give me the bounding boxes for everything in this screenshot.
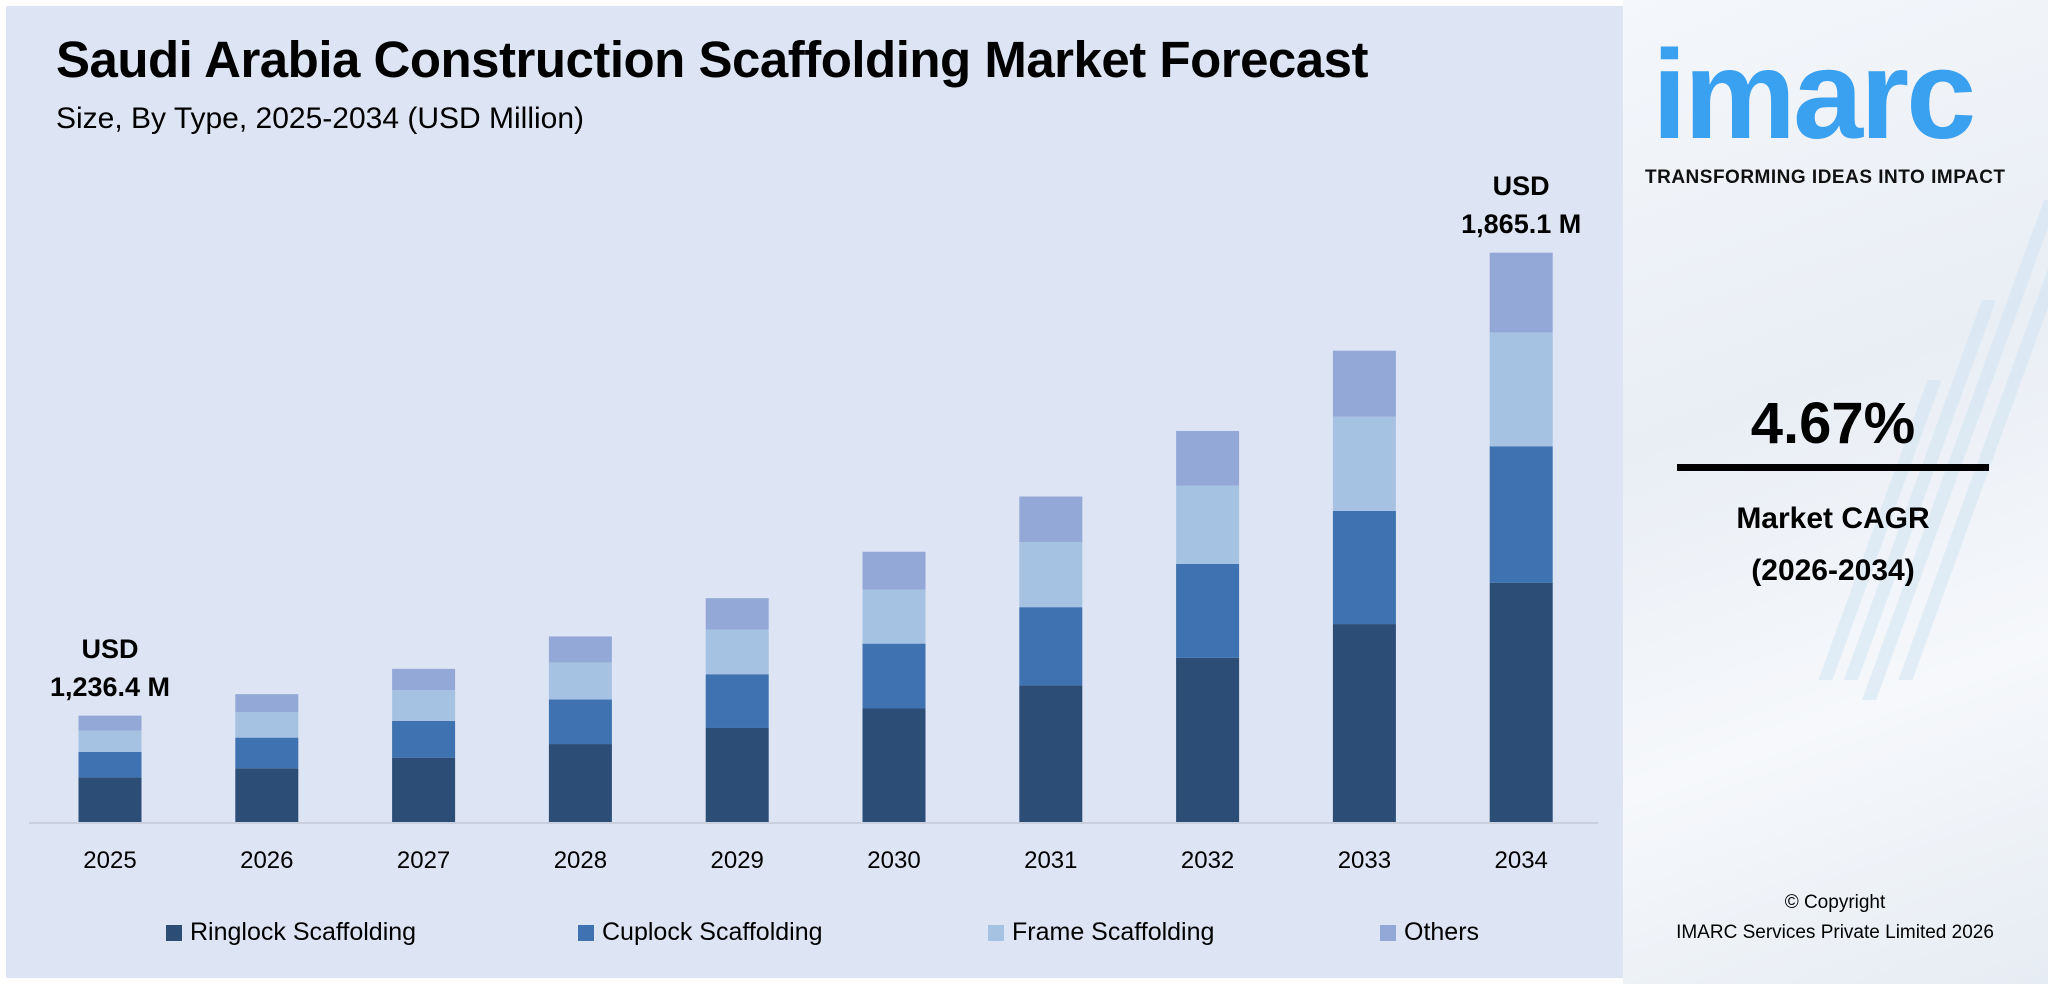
bar-others-2027 — [392, 668, 456, 691]
bar-others-2030 — [862, 551, 926, 590]
legend-swatch — [166, 924, 182, 941]
bar-cuplock-scaffolding-2027 — [392, 720, 456, 758]
stacked-bar-chart: 2025 2026 2027 2028 2029 2030 2031 2032 2033 2034 — [29, 252, 1598, 874]
legend-item-cuplock: Cuplock Scaffolding — [578, 918, 823, 947]
legend-label: Others — [1404, 918, 1480, 946]
x-tick-label: 2026 — [240, 847, 293, 874]
x-tick-label: 2025 — [83, 847, 136, 874]
bar-cuplock-scaffolding-2026 — [235, 737, 299, 769]
bar-frame-scaffolding-2028 — [548, 662, 612, 700]
bar-ringlock-scaffolding-2032 — [1176, 657, 1240, 822]
annotation-2034: USD 1,865.1 M — [1391, 167, 1651, 243]
bar-ringlock-scaffolding-2033 — [1332, 624, 1396, 822]
bar-frame-scaffolding-2025 — [78, 730, 142, 752]
divider — [1677, 464, 1989, 471]
bar-cuplock-scaffolding-2025 — [78, 751, 142, 778]
legend-swatch — [988, 924, 1004, 941]
annotation-line1: USD — [81, 633, 139, 664]
annotation-2025: USD 1,236.4 M — [0, 630, 240, 706]
bar-ringlock-scaffolding-2034 — [1489, 582, 1553, 822]
bar-frame-scaffolding-2029 — [705, 629, 769, 675]
bar-ringlock-scaffolding-2028 — [548, 744, 612, 822]
bar-others-2028 — [548, 636, 612, 663]
x-tick-label: 2034 — [1495, 847, 1548, 874]
copyright: © Copyright IMARC Services Private Limit… — [1640, 888, 2030, 948]
legend-swatch — [578, 924, 594, 941]
cagr-period: (2026-2034) — [1751, 554, 1915, 587]
bar-ringlock-scaffolding-2030 — [862, 708, 926, 822]
bar-frame-scaffolding-2026 — [235, 712, 299, 738]
bar-ringlock-scaffolding-2025 — [78, 777, 142, 822]
chart-subtitle: Size, By Type, 2025-2034 (USD Million) — [56, 102, 585, 135]
annotation-line2: 1,865.1 M — [1461, 208, 1582, 239]
x-tick-label: 2027 — [397, 847, 450, 874]
bar-frame-scaffolding-2032 — [1176, 485, 1240, 564]
bar-others-2031 — [1019, 496, 1083, 543]
bar-cuplock-scaffolding-2032 — [1176, 563, 1240, 658]
chart-title: Saudi Arabia Construction Scaffolding Ma… — [56, 31, 1369, 88]
legend-label: Ringlock Scaffolding — [190, 918, 417, 946]
legend-label: Cuplock Scaffolding — [602, 918, 823, 946]
brand-panel — [1623, 0, 2048, 984]
bar-ringlock-scaffolding-2029 — [705, 727, 769, 822]
bar-ringlock-scaffolding-2031 — [1019, 685, 1083, 822]
legend-item-ringlock: Ringlock Scaffolding — [166, 918, 416, 947]
copyright-line1: © Copyright — [1784, 892, 1886, 913]
cagr-label-text: Market CAGR — [1736, 502, 1930, 535]
bar-frame-scaffolding-2034 — [1489, 332, 1553, 447]
imarc-logo: imarc — [1652, 24, 1976, 165]
bar-frame-scaffolding-2030 — [862, 589, 926, 644]
legend-label: Frame Scaffolding — [1012, 918, 1215, 946]
bar-ringlock-scaffolding-2026 — [235, 768, 299, 822]
bar-others-2033 — [1332, 350, 1396, 417]
x-tick-label: 2029 — [711, 847, 764, 874]
bar-cuplock-scaffolding-2031 — [1019, 607, 1083, 686]
x-tick-label: 2032 — [1181, 847, 1234, 874]
bar-cuplock-scaffolding-2028 — [548, 699, 612, 745]
x-tick-label: 2030 — [867, 847, 920, 874]
x-tick-label: 2028 — [554, 847, 607, 874]
x-tick-label: 2033 — [1338, 847, 1391, 874]
bar-frame-scaffolding-2027 — [392, 690, 456, 721]
bar-cuplock-scaffolding-2033 — [1332, 510, 1396, 625]
bar-others-2025 — [78, 715, 142, 731]
bar-others-2026 — [235, 694, 299, 713]
copyright-line2: IMARC Services Private Limited 2026 — [1676, 922, 1994, 943]
legend-item-frame: Frame Scaffolding — [988, 918, 1214, 947]
annotation-line1: USD — [1492, 170, 1550, 201]
legend-item-others: Others — [1380, 918, 1479, 947]
bar-cuplock-scaffolding-2030 — [862, 643, 926, 709]
bar-others-2034 — [1489, 252, 1553, 333]
bar-cuplock-scaffolding-2034 — [1489, 446, 1553, 583]
x-tick-label: 2031 — [1024, 847, 1077, 874]
annotation-line2: 1,236.4 M — [49, 671, 171, 702]
bar-frame-scaffolding-2031 — [1019, 542, 1083, 608]
cagr-label: Market CAGR (2026-2034) — [1660, 493, 2006, 597]
brand-tagline: TRANSFORMING IDEAS INTO IMPACT — [1645, 167, 2006, 188]
bar-cuplock-scaffolding-2029 — [705, 674, 769, 728]
cagr-value: 4.67% — [1750, 391, 1916, 456]
bar-frame-scaffolding-2033 — [1332, 416, 1396, 511]
bar-others-2032 — [1176, 430, 1240, 486]
legend-swatch — [1380, 924, 1396, 941]
bar-ringlock-scaffolding-2027 — [392, 757, 456, 822]
bar-others-2029 — [705, 598, 769, 630]
